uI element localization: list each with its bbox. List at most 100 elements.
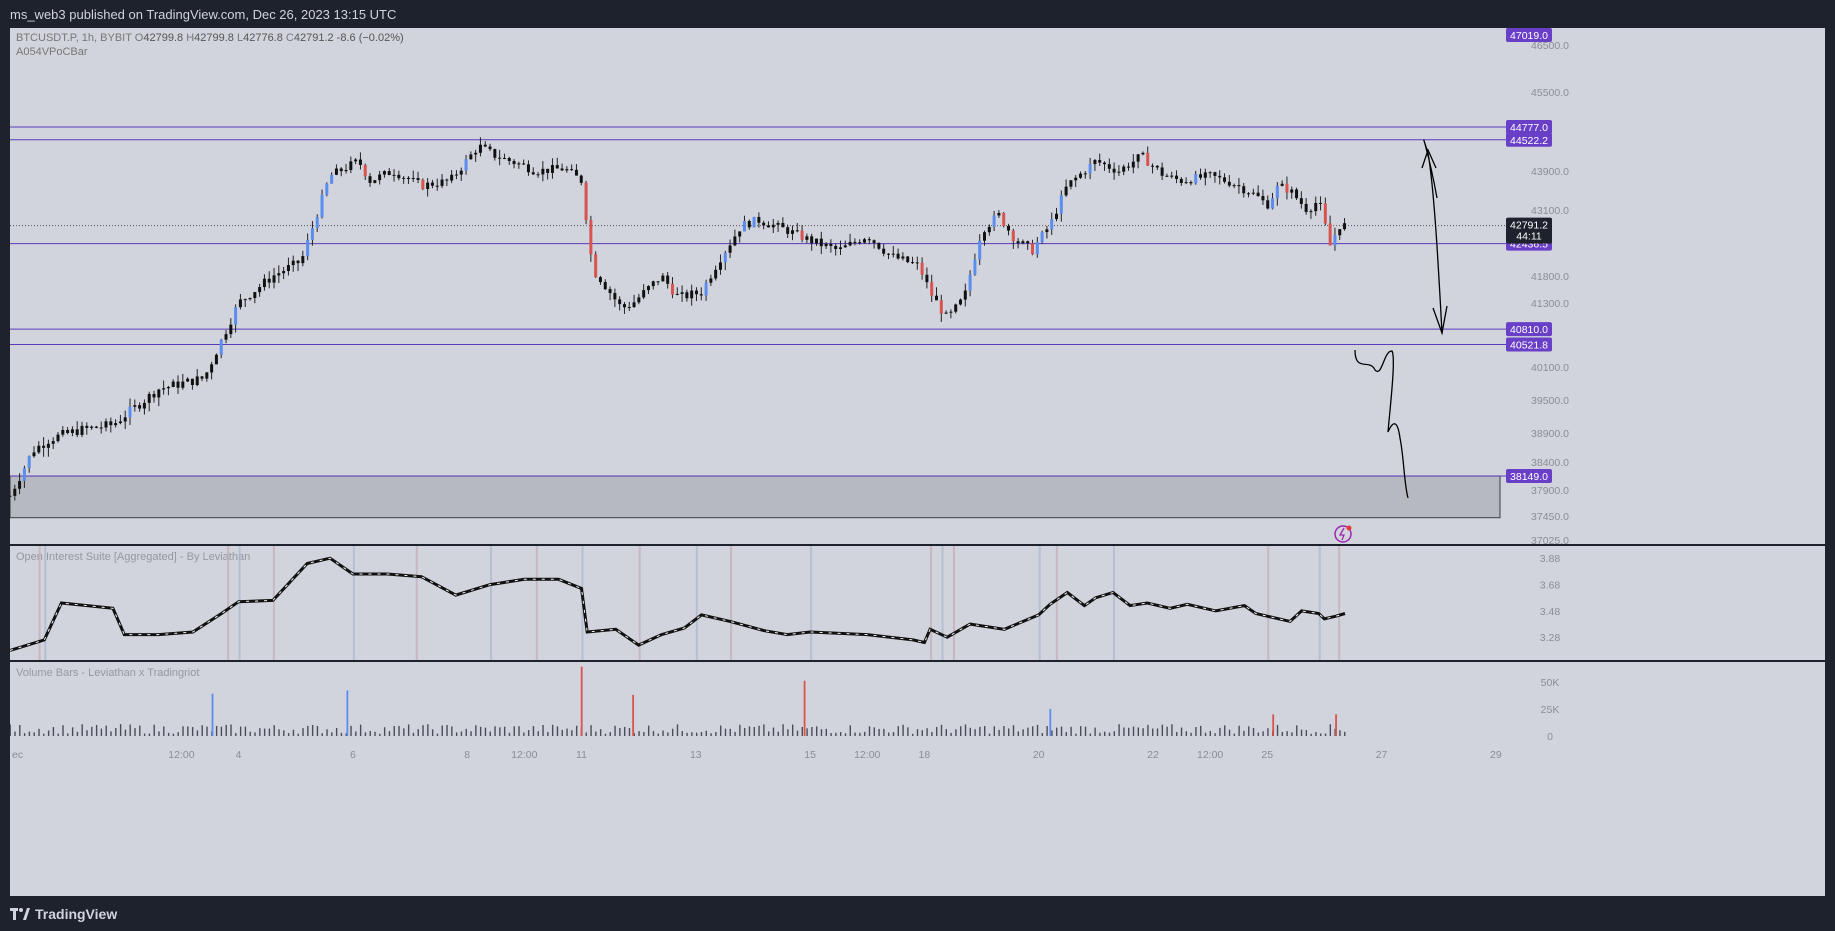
level-price-label: 44522.2: [1510, 135, 1548, 147]
volume-bar: [1257, 732, 1260, 736]
volume-bar: [623, 726, 626, 736]
volume-bar: [273, 725, 275, 736]
candle-body: [128, 406, 132, 418]
drawn-arrow-up[interactable]: [1423, 139, 1443, 334]
candle-body: [550, 165, 554, 173]
candle-body: [877, 242, 881, 249]
volume-bar: [638, 731, 640, 736]
volume-bar: [1147, 724, 1149, 736]
volume-spike: [803, 680, 806, 736]
volume-bar: [393, 725, 395, 736]
candle-body: [862, 239, 866, 243]
volume-bar: [854, 732, 856, 736]
candle-body: [589, 220, 593, 255]
candle-body: [934, 295, 938, 301]
lightning-alert-icon[interactable]: [1334, 525, 1352, 543]
candle-body: [104, 421, 108, 428]
oi-highlight-stripe: [490, 546, 493, 660]
volume-bar: [955, 729, 957, 736]
candle-body: [742, 220, 746, 232]
volume-bar: [345, 733, 347, 736]
chart-canvas[interactable]: BTCUSDT.P, 1h, BYBIT O42799.8 H42799.8 L…: [10, 28, 1825, 896]
candle-body: [1275, 185, 1279, 199]
candle-body: [123, 417, 127, 422]
candle-body: [1247, 193, 1251, 195]
volume-bar: [249, 731, 251, 736]
candle-body: [1242, 186, 1246, 194]
candle-body: [1127, 166, 1131, 168]
volume-bar: [681, 731, 683, 736]
published-text: ms_web3 published on TradingView.com, De…: [10, 6, 397, 22]
drawn-path-down[interactable]: [1354, 349, 1409, 499]
candle-body: [1064, 186, 1068, 196]
candle-body: [901, 256, 905, 259]
volume-bar: [609, 732, 611, 736]
tradingview-logo[interactable]: TradingView: [10, 906, 117, 922]
level-price-badge[interactable]: [1506, 28, 1552, 42]
volume-bar: [19, 724, 21, 736]
level-price-badge[interactable]: [1506, 322, 1552, 337]
volume-bar: [499, 727, 501, 736]
volume-bar: [950, 732, 952, 736]
volume-bar: [984, 726, 986, 736]
level-price-badge[interactable]: [1506, 337, 1552, 352]
oi-highlight-stripe: [227, 546, 230, 660]
volume-spike: [1049, 708, 1052, 736]
candle-body: [282, 271, 286, 274]
volume-bar: [278, 729, 280, 736]
volume-bar: [710, 733, 712, 736]
legend-open-label: O: [132, 32, 144, 44]
candle-body: [843, 245, 847, 248]
time-tick-label: 12:00: [854, 749, 880, 761]
level-price-badge[interactable]: [1506, 132, 1552, 147]
candle-body: [426, 182, 430, 190]
chart-frame[interactable]: BTCUSDT.P, 1h, BYBIT O42799.8 H42799.8 L…: [10, 28, 1825, 896]
volume-bar: [441, 725, 443, 736]
oi-highlight-stripe: [941, 546, 944, 660]
level-price-badge[interactable]: [1506, 469, 1552, 484]
volume-bar: [542, 724, 544, 736]
brand-name: TradingView: [35, 905, 118, 922]
price-tick-label: 41300.0: [1531, 298, 1569, 310]
volume-bar: [686, 732, 688, 736]
time-tick-label: 11: [576, 749, 587, 761]
price-tick-label: 37450.0: [1531, 511, 1569, 523]
time-tick-label: 20: [1033, 749, 1045, 761]
price-tick-label: 41800.0: [1531, 271, 1569, 283]
candle-body: [541, 168, 545, 175]
volume-bar: [119, 724, 122, 736]
time-tick-label: 29: [1490, 749, 1502, 761]
volume-bar: [91, 726, 93, 736]
candle-body: [1333, 235, 1337, 246]
volume-bar: [52, 727, 55, 736]
candle-body: [608, 289, 612, 294]
lightning-glyph: [1338, 527, 1345, 541]
volume-bar: [1108, 732, 1111, 736]
volume-bar: [1344, 731, 1346, 736]
volume-bar: [508, 732, 511, 736]
candle-body: [1251, 192, 1255, 194]
candle-body: [114, 423, 118, 426]
oi-highlight-stripe: [38, 546, 41, 660]
volume-bar: [796, 730, 799, 736]
volume-bar: [465, 728, 467, 736]
candle-body: [1146, 152, 1150, 166]
volume-bar: [1228, 729, 1231, 736]
volume-bar: [134, 728, 136, 736]
candle-body: [109, 421, 113, 426]
volume-bar: [1334, 728, 1336, 736]
candle-body: [968, 274, 972, 291]
level-price-badge[interactable]: [1506, 120, 1552, 134]
candle-body: [987, 226, 991, 233]
candle-body: [1031, 243, 1035, 255]
candle-body: [435, 185, 439, 187]
candle-body: [200, 376, 204, 379]
candle-body: [598, 277, 602, 283]
candle-body: [565, 169, 569, 171]
candle-body: [27, 456, 31, 469]
candle-body: [157, 389, 161, 398]
candle-body: [1256, 192, 1260, 197]
candle-body: [1208, 172, 1212, 174]
candle-body: [1069, 180, 1073, 187]
volume-bar: [619, 728, 621, 736]
